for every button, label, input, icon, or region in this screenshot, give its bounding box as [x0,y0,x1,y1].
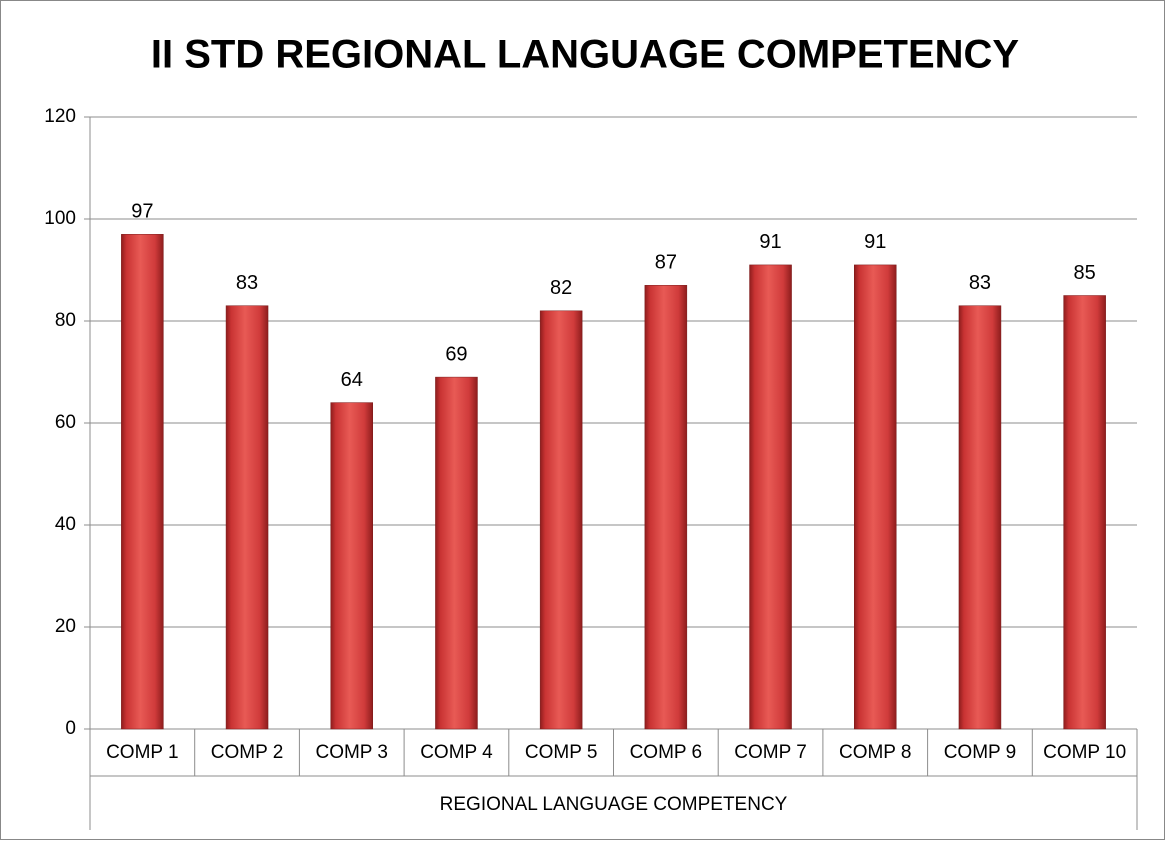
bar [749,264,792,730]
y-tick-label: 80 [55,310,76,331]
x-tick-label: COMP 2 [211,742,284,763]
y-tick-label: 0 [65,718,76,739]
x-tick-label: COMP 7 [734,742,807,763]
x-tick-label: COMP 3 [315,742,388,763]
value-label: 69 [445,343,467,365]
x-tick-label: COMP 5 [525,742,598,763]
value-label: 85 [1074,262,1096,284]
x-tick-label: COMP 9 [944,742,1017,763]
y-tick-label: 100 [44,208,76,229]
y-tick-label: 60 [55,412,76,433]
y-tick-label: 20 [55,616,76,637]
y-tick-label: 120 [44,106,76,127]
value-label: 83 [969,272,991,294]
x-tick-label: COMP 4 [420,742,493,763]
value-label: 82 [550,277,572,299]
bar [958,305,1002,730]
y-tick-label: 40 [55,514,76,535]
bar [225,305,269,730]
value-label: 97 [131,201,153,223]
bar [854,264,897,730]
x-tick-label: COMP 8 [839,742,912,763]
bar [539,310,583,730]
value-label: 91 [864,231,886,253]
value-label: 64 [341,369,363,391]
chart-title: II STD REGIONAL LANGUAGE COMPETENCY [151,33,1020,77]
value-label: 87 [655,252,677,274]
x-tick-label: COMP 6 [630,742,703,763]
value-label: 83 [236,272,258,294]
bar [435,376,478,730]
x-tick-label: COMP 1 [106,742,179,763]
x-tick-label: COMP 10 [1043,742,1126,763]
bar [121,234,164,730]
bar [1063,295,1106,730]
bar [644,285,688,730]
bar [330,402,373,730]
x-axis-label: REGIONAL LANGUAGE COMPETENCY [440,794,788,815]
value-label: 91 [759,231,781,253]
